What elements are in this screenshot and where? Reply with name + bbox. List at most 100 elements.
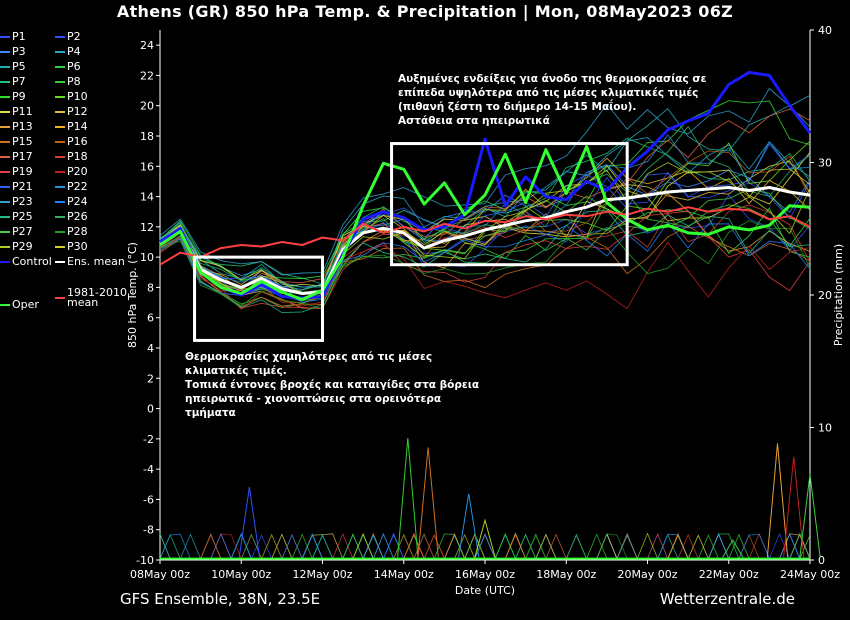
legend-label: P8	[67, 75, 81, 88]
precip-spike	[766, 443, 789, 558]
legend-label: P17	[12, 150, 33, 163]
legend-label: P12	[67, 105, 88, 118]
x-tick-label: 20May 00z	[617, 568, 677, 581]
legend-label: P16	[67, 135, 88, 148]
legend-item: P18	[55, 150, 88, 164]
member-precip-line-p30	[160, 534, 810, 560]
y-tick-label: 12	[140, 221, 154, 234]
legend-label: P1	[12, 30, 26, 43]
legend-swatch	[55, 81, 65, 83]
x-tick-label: 12May 00z	[292, 568, 352, 581]
legend-label: P28	[67, 225, 88, 238]
legend-label: P2	[67, 30, 81, 43]
y-tick-label: 18	[140, 130, 154, 143]
y-tick-label: 10	[140, 251, 154, 264]
legend-swatch	[0, 66, 10, 68]
x-tick-label: 24May 00z	[780, 568, 840, 581]
member-temp-line-p17	[159, 108, 811, 292]
precip-spike	[783, 456, 805, 558]
legend-swatch	[55, 201, 65, 203]
member-temp-line-p9	[159, 100, 811, 281]
legend-item: P10	[55, 90, 88, 104]
legend-item: P24	[55, 195, 88, 209]
legend-label: P7	[12, 75, 26, 88]
y-tick-label: 2	[147, 372, 154, 385]
legend-label: P27	[12, 225, 33, 238]
legend-label: 1981-2010 mean	[67, 286, 127, 309]
legend-label: P18	[67, 150, 88, 163]
model-label: GFS Ensemble, 38N, 23.5E	[120, 590, 321, 608]
x-tick-label: 10May 00z	[211, 568, 271, 581]
legend-label: P14	[67, 120, 88, 133]
member-temp-line-p20	[159, 238, 811, 310]
member-temp-line-p26	[159, 125, 811, 293]
y2-tick-label: 10	[818, 422, 832, 435]
member-temp-line-p25	[159, 209, 811, 314]
legend-label: P15	[12, 135, 33, 148]
series-line-control	[159, 70, 812, 300]
legend-swatch	[55, 51, 65, 53]
legend-swatch	[0, 231, 10, 233]
legend-swatch	[55, 141, 65, 143]
legend-item: P27	[0, 225, 33, 239]
legend-swatch	[0, 156, 10, 158]
annotation-cold-line: Θερμοκρασίες χαμηλότερες από τις μέσες	[185, 351, 432, 363]
legend-item: P11	[0, 105, 33, 119]
annotation-cold-line: τμήματα	[185, 407, 236, 419]
y-tick-label: 6	[147, 312, 154, 325]
y2-axis-label: Precipitation (mm)	[832, 244, 845, 346]
precip-spike	[799, 473, 821, 558]
legend-swatch	[55, 66, 65, 68]
legend-swatch	[0, 186, 10, 188]
y-tick-label: 14	[140, 191, 154, 204]
y2-tick-label: 40	[818, 24, 832, 37]
legend-item: Control	[0, 255, 52, 269]
legend-label: P10	[67, 90, 88, 103]
legend-item: P26	[55, 210, 88, 224]
legend-swatch	[55, 126, 65, 128]
series-line-oper	[159, 145, 811, 301]
precip-spike	[397, 438, 419, 558]
y-axis-label: 850 hPa Temp. (°C)	[126, 242, 139, 348]
precip-spike	[474, 518, 496, 558]
legend-swatch	[0, 141, 10, 143]
legend-swatch	[55, 36, 65, 38]
legend-item: P20	[55, 165, 88, 179]
highlight-box-1	[193, 255, 324, 342]
legend-label: P4	[67, 45, 81, 58]
legend-swatch	[0, 51, 10, 53]
legend-label: Oper	[12, 298, 39, 311]
annotation-cold-line: κλιματικές τιμές.	[185, 365, 287, 377]
legend-swatch	[55, 246, 65, 248]
legend-swatch	[0, 171, 10, 173]
legend-swatch	[55, 297, 65, 299]
legend-swatch	[0, 81, 10, 83]
legend-swatch	[55, 171, 65, 173]
legend-item: P4	[55, 45, 81, 59]
legend-item: P1	[0, 30, 26, 44]
legend-label: P9	[12, 90, 26, 103]
legend-label: P25	[12, 210, 33, 223]
legend-item: 1981-2010 mean	[55, 287, 127, 308]
precip-spike	[417, 447, 439, 558]
legend-label: P5	[12, 60, 26, 73]
legend-swatch	[0, 216, 10, 218]
precip-spike	[458, 493, 480, 558]
legend-swatch	[55, 261, 65, 263]
series-line-ens-mean	[159, 186, 811, 295]
legend-item: P13	[0, 120, 33, 134]
member-temp-line-p30	[159, 165, 811, 295]
legend-swatch	[0, 96, 10, 98]
y-tick-label: 0	[147, 403, 154, 416]
member-temp-line-p6	[159, 207, 811, 309]
legend-item: P19	[0, 165, 33, 179]
y2-tick-label: 0	[818, 554, 825, 567]
legend-swatch	[0, 111, 10, 113]
legend-label: P13	[12, 120, 33, 133]
legend-item: P5	[0, 60, 26, 74]
y-tick-label: 22	[140, 69, 154, 82]
legend-label: Ens. mean	[67, 255, 125, 268]
member-temp-line-p28	[159, 220, 811, 310]
legend-item: P21	[0, 180, 33, 194]
legend-swatch	[0, 36, 10, 38]
